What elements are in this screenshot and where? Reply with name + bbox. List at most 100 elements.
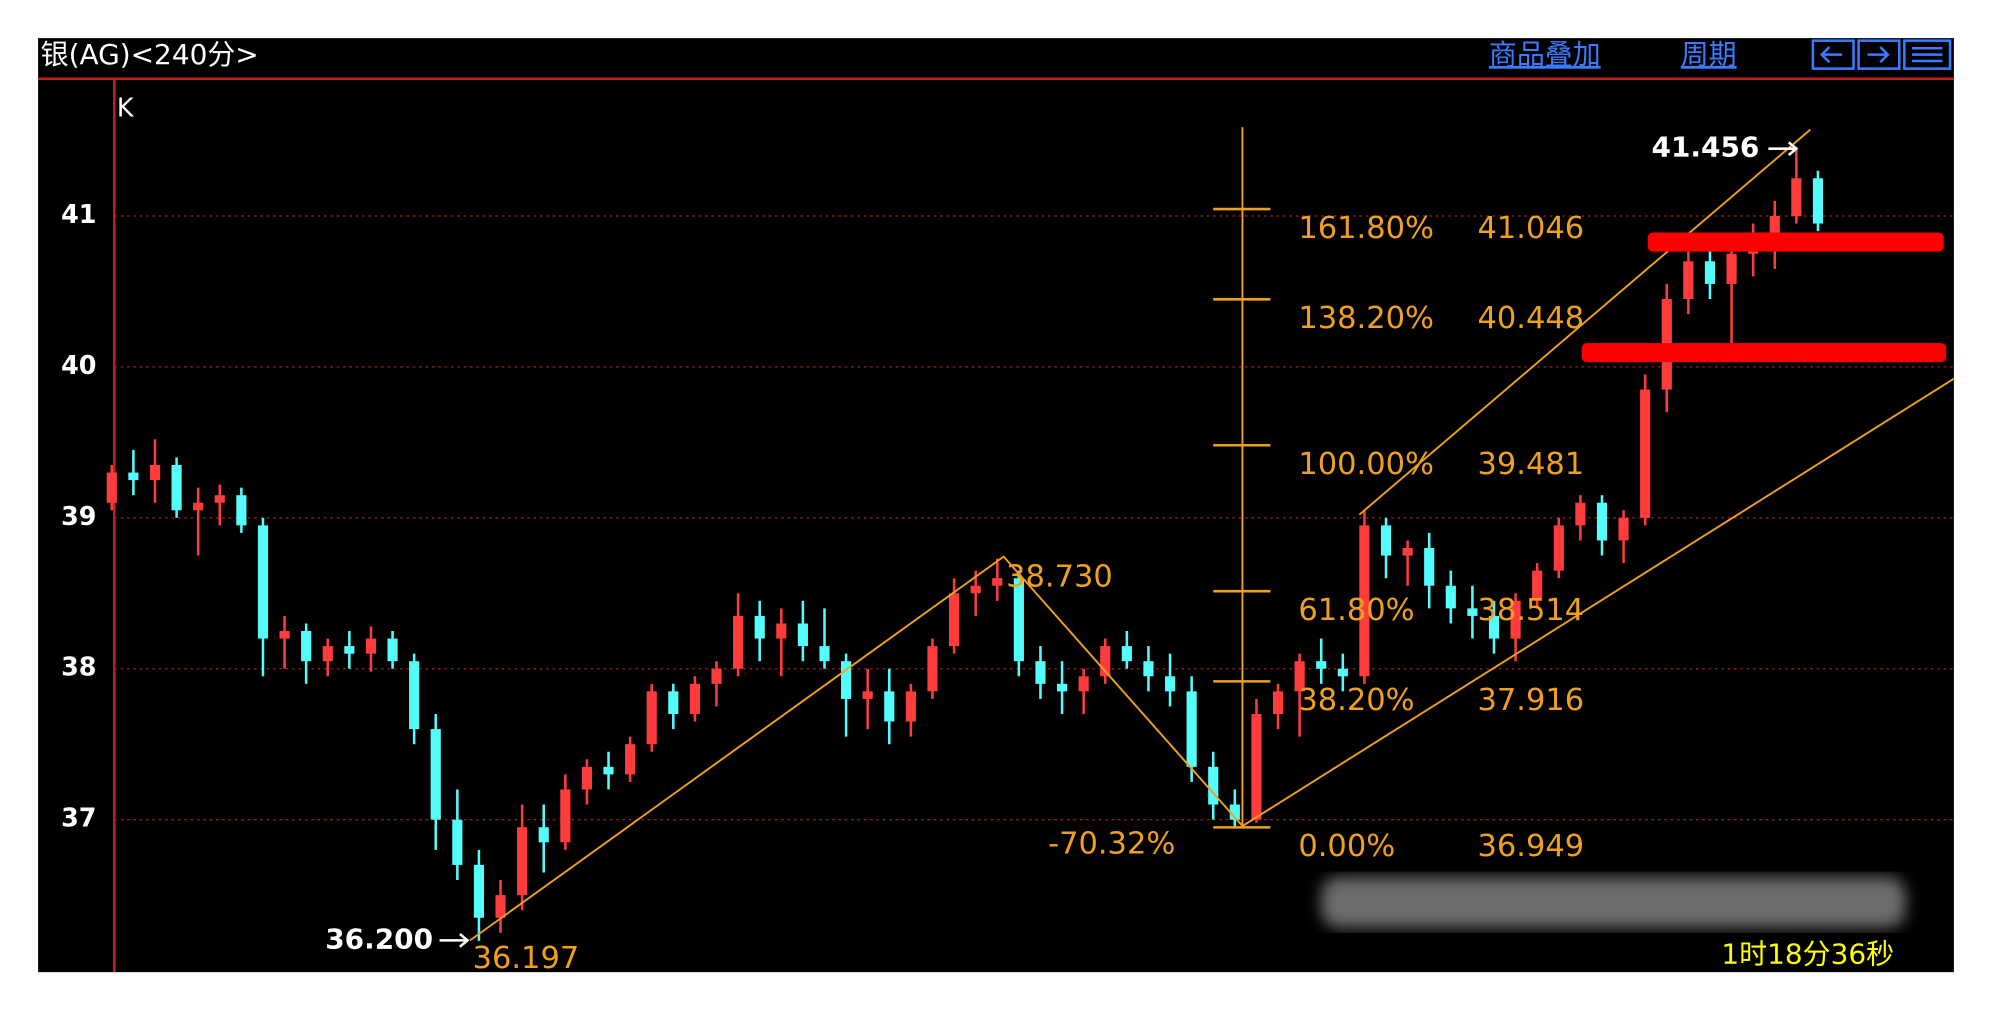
y-tick-label: 38 [61, 652, 96, 682]
menu-link[interactable]: 商品叠加 [1489, 38, 1601, 71]
candle-body [1769, 216, 1780, 247]
candle-body [1683, 261, 1694, 300]
fib-percent: 100.00% [1298, 447, 1434, 482]
candle-body [668, 691, 679, 715]
candle-body [797, 623, 808, 647]
y-tick-label: 39 [61, 501, 96, 531]
candle-body [1078, 676, 1089, 692]
low-value: 36.197 [473, 941, 580, 976]
candle-body [1532, 570, 1543, 601]
low-label: 36.200 [325, 922, 433, 955]
fib-price: 39.481 [1477, 447, 1584, 482]
candle-body [1618, 517, 1629, 541]
candle-body [1575, 502, 1586, 526]
candle-body [517, 827, 528, 896]
candle-body [970, 585, 981, 594]
candle-body [1553, 525, 1564, 571]
fib-price: 41.046 [1477, 211, 1584, 246]
candle-body [733, 615, 744, 669]
candle-body [560, 789, 571, 843]
fibonacci: 161.80% 41.046 138.20% 40.448 100.00% 39.481 6… [1213, 207, 1584, 864]
y-tick-label: 41 [61, 199, 96, 229]
fib-price: 38.514 [1477, 593, 1584, 628]
retrace-percent: -70.32% [1048, 827, 1175, 862]
candle-body [1488, 615, 1500, 639]
candle-body [884, 691, 895, 722]
candle-body [646, 691, 657, 745]
candle-body [1380, 525, 1392, 556]
candle-body [841, 661, 852, 699]
candle-body [1164, 676, 1176, 692]
support-resistance [1581, 232, 1947, 363]
fib-price: 37.916 [1477, 683, 1584, 718]
candle-body [473, 864, 485, 918]
candle-body [322, 646, 333, 662]
candle-body [1596, 502, 1608, 541]
grid: 37 38 39 40 41 [61, 199, 1954, 833]
candle-body [1424, 548, 1435, 586]
candle-body [711, 668, 722, 684]
axis-label: K [117, 92, 135, 122]
fib-percent: 161.80% [1298, 211, 1434, 246]
candle-body [948, 593, 960, 647]
timer: 1时18分36秒 [1721, 938, 1894, 971]
candle-body [344, 646, 355, 654]
candle-body [862, 691, 873, 699]
watermark [1321, 876, 1906, 928]
candle-body [149, 465, 161, 481]
fib-percent: 0.00% [1298, 829, 1395, 864]
high-label: 41.456 [1652, 131, 1760, 164]
chart-title: 银(AG)<240分> [41, 38, 259, 71]
candle-body [1294, 661, 1305, 692]
candle-body [279, 631, 290, 639]
candle-body [776, 623, 787, 639]
candle-body [1229, 804, 1240, 820]
candle-body [905, 691, 916, 722]
candle-body [193, 502, 204, 511]
candle-body [1186, 691, 1197, 767]
candle-body [1143, 661, 1154, 677]
candle-body [1359, 525, 1370, 677]
menu-link[interactable]: 周期 [1681, 38, 1737, 71]
candle-body [1337, 668, 1348, 677]
candle-body [301, 631, 312, 662]
candle-body [1812, 178, 1824, 224]
candle-body [819, 646, 830, 662]
candle-body [1791, 178, 1802, 217]
fib-price: 36.949 [1477, 829, 1584, 864]
candle-body [581, 766, 593, 790]
candle-body [214, 495, 225, 503]
candle-body [257, 525, 269, 639]
candle-body [1510, 600, 1521, 639]
candle-body [1640, 389, 1651, 518]
candle-body [625, 744, 636, 775]
candle-body [1013, 578, 1024, 662]
candle-body [236, 495, 247, 526]
nav-icons[interactable] [1811, 39, 1952, 70]
candle-body [171, 465, 182, 511]
candle-body [1726, 253, 1737, 284]
candle-body [1467, 608, 1478, 616]
candle-body [387, 638, 398, 662]
candle-body [1316, 661, 1327, 669]
candle-body [1251, 714, 1262, 820]
candle-body [1056, 683, 1068, 692]
candle-body [754, 615, 765, 639]
candles [106, 147, 1824, 941]
candle-body [927, 646, 938, 692]
fib-price: 40.448 [1477, 301, 1584, 336]
candle-body [106, 472, 117, 503]
candle-body [430, 729, 441, 820]
chart-background [38, 38, 1954, 973]
fib-percent: 138.20% [1298, 301, 1434, 336]
fib-percent: 38.20% [1298, 683, 1414, 718]
candle-body [1035, 661, 1046, 684]
candle-body [538, 827, 549, 843]
candle-body [603, 766, 614, 775]
trend-lines [469, 127, 1955, 942]
peak-value: 38.730 [1006, 560, 1113, 595]
candle-body [1208, 766, 1219, 805]
y-tick-label: 37 [61, 803, 96, 833]
